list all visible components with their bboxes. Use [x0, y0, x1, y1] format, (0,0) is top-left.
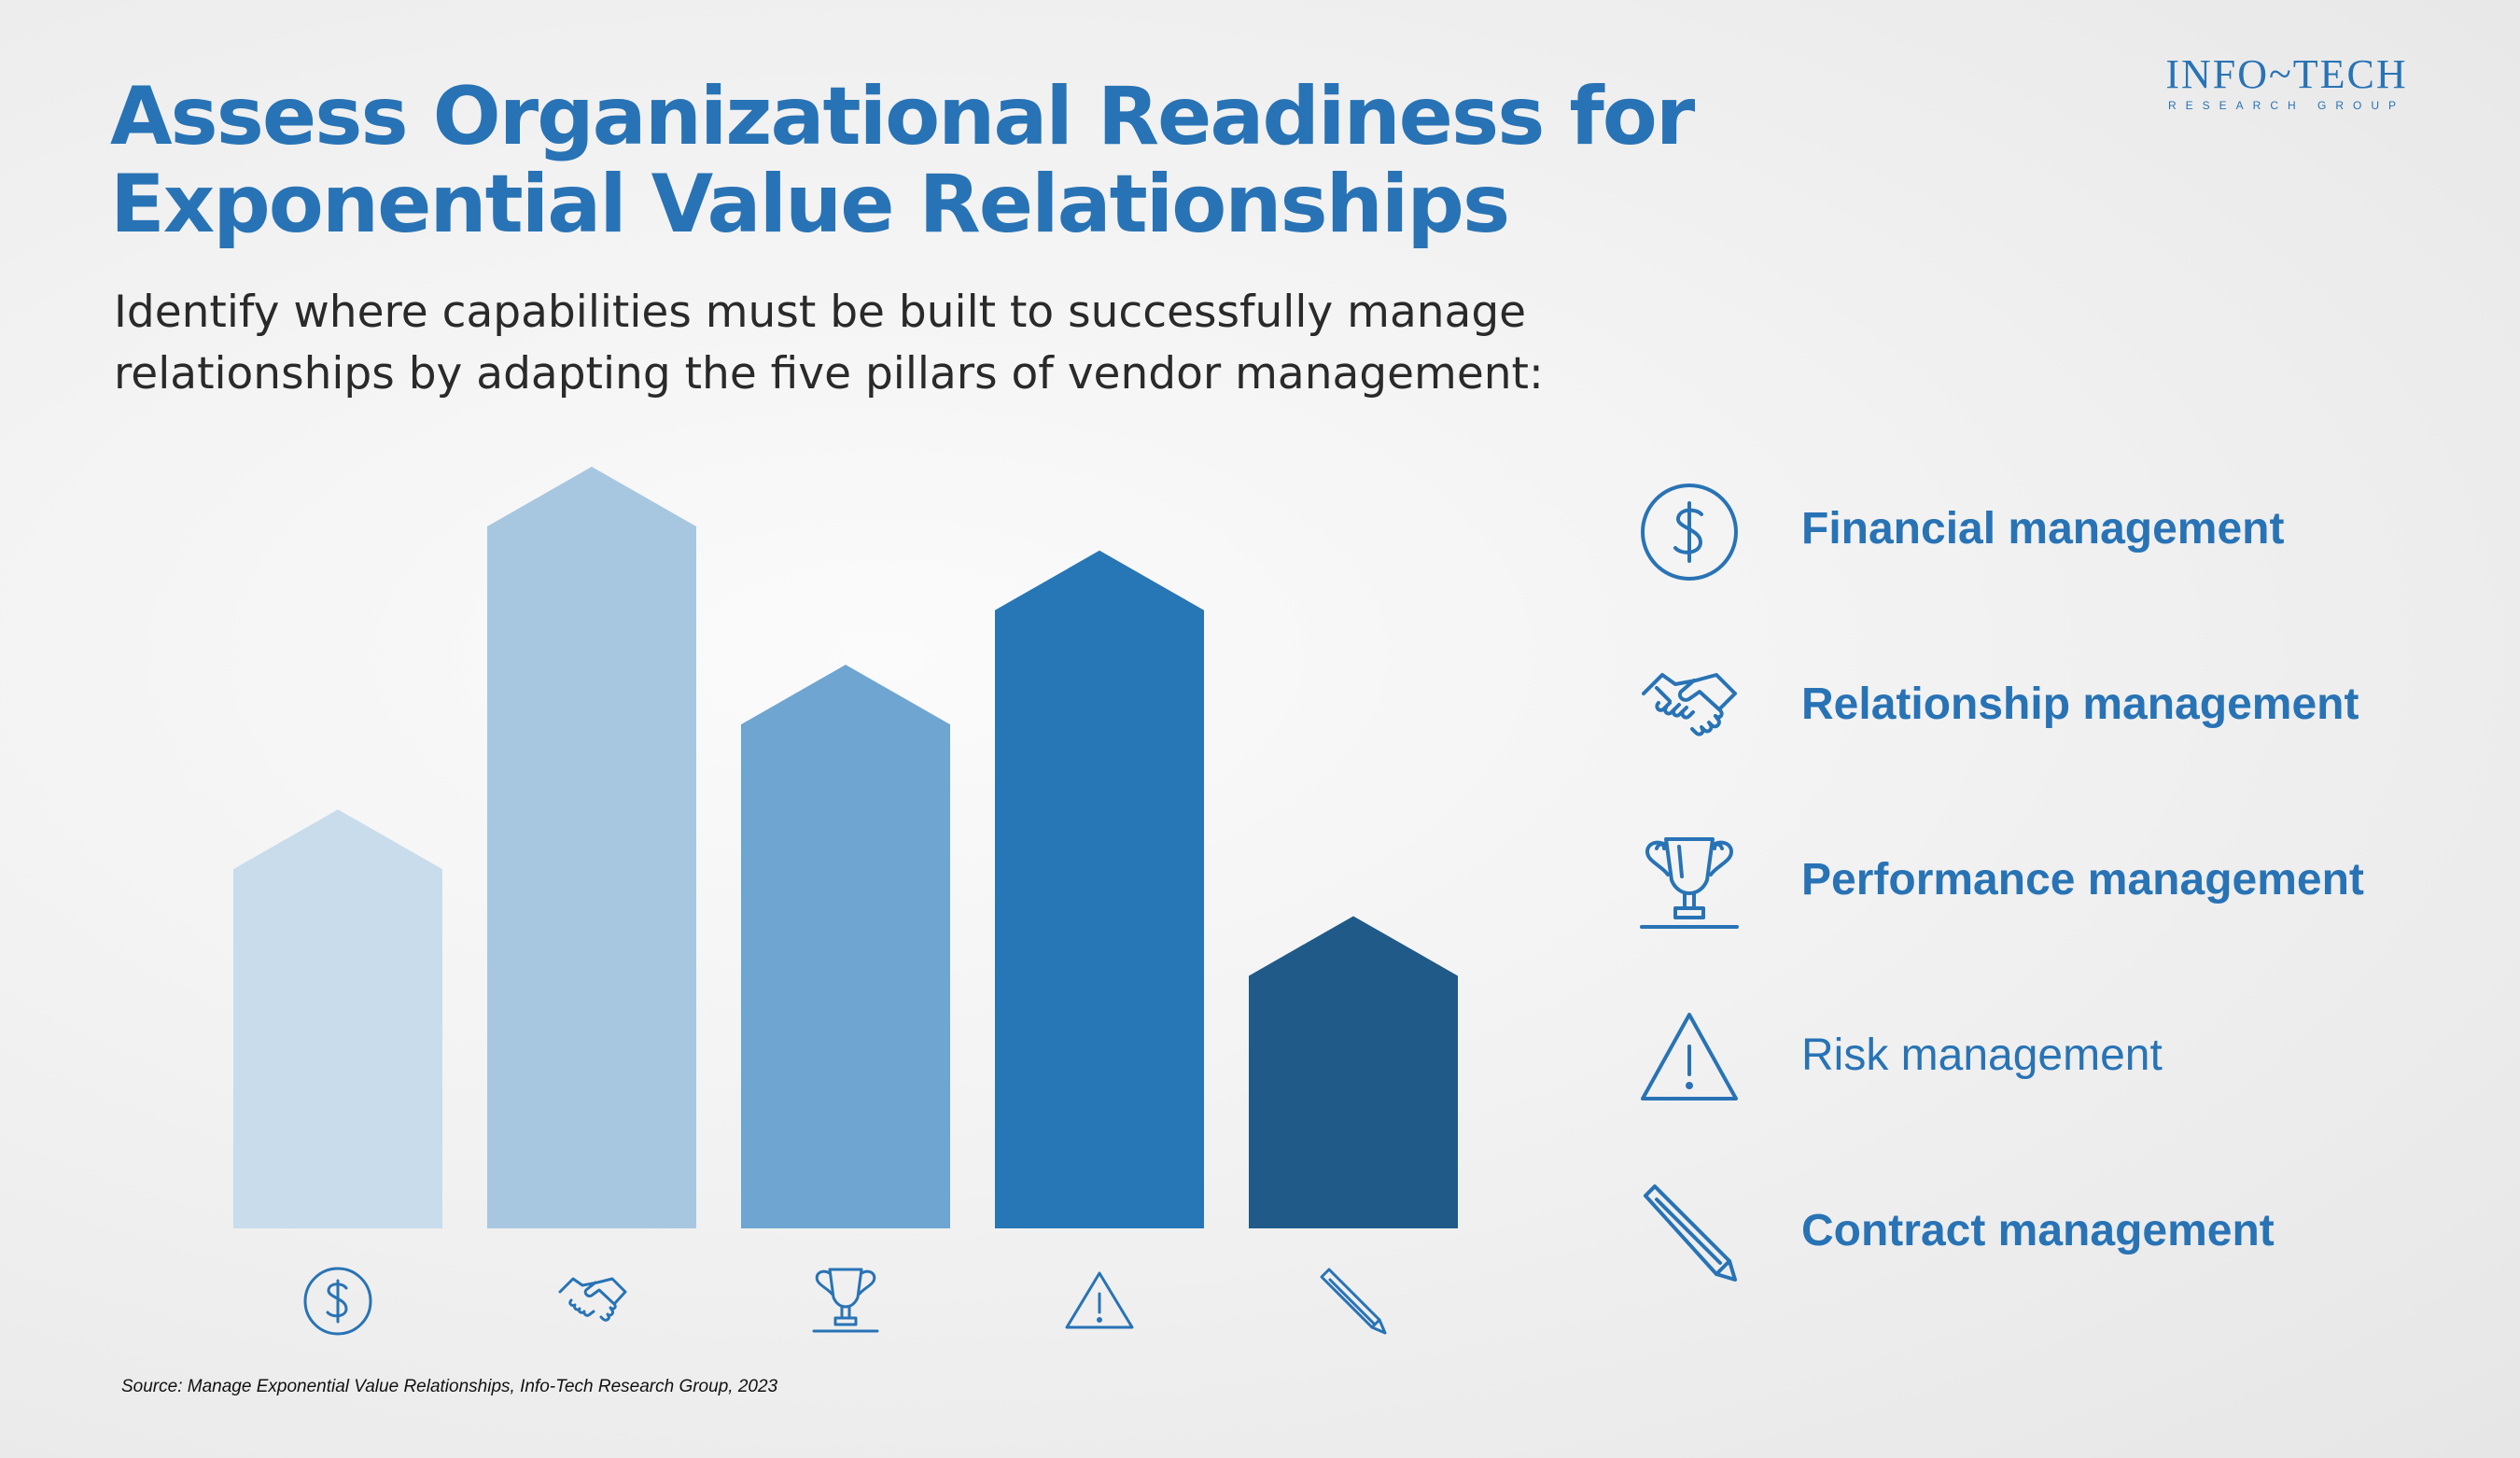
subtitle-line-2: relationships by adapting the five pilla…	[114, 348, 1544, 400]
pencil-icon	[1644, 1185, 1737, 1282]
title-line-1: Assess Organizational Readiness for	[110, 70, 1695, 163]
legend-label-contract: Contract management	[1801, 1206, 2275, 1255]
title-line-2: Exponential Value Relationships	[110, 158, 1510, 251]
logo-tagline: RESEARCH GROUP	[2167, 99, 2406, 112]
bar-contract-management	[1249, 916, 1458, 1228]
legend-label-performance: Performance management	[1801, 855, 2364, 904]
dollar-icon	[303, 1267, 372, 1336]
bar-risk-management	[995, 550, 1204, 1228]
handshake-icon	[1642, 673, 1737, 736]
legend-item-financial: Financial management	[1638, 481, 2478, 583]
legend-item-performance: Performance management	[1638, 832, 2478, 934]
page-subtitle: Identify where capabilities must be buil…	[114, 282, 1544, 405]
source-footnote: Source: Manage Exponential Value Relatio…	[121, 1377, 778, 1396]
page-title: Assess Organizational Readiness for Expo…	[110, 70, 1695, 251]
info-tech-logo: INFO~TECH RESEARCH GROUP	[2165, 52, 2408, 114]
legend-item-relationship: Relationship management	[1638, 656, 2478, 759]
trophy-icon	[812, 1268, 879, 1333]
legend-label-relationship: Relationship management	[1801, 680, 2359, 729]
legend-item-risk: Risk management	[1638, 1007, 2478, 1110]
bar-financial-management	[233, 809, 442, 1228]
bar-relationship-management	[487, 467, 696, 1228]
logo-wordmark: INFO~TECH	[2165, 51, 2408, 97]
warning-icon	[1641, 1013, 1738, 1101]
dollar-icon	[1641, 484, 1738, 581]
warning-icon	[1065, 1271, 1134, 1329]
pencil-icon	[1320, 1268, 1387, 1335]
legend-label-risk: Risk management	[1801, 1030, 2163, 1080]
legend-item-contract: Contract management	[1638, 1183, 2478, 1285]
trophy-icon	[1640, 837, 1739, 929]
bar-performance-management	[741, 665, 950, 1228]
handshake-icon	[558, 1277, 627, 1322]
subtitle-line-1: Identify where capabilities must be buil…	[114, 287, 1527, 338]
legend-label-financial: Financial management	[1801, 504, 2285, 554]
